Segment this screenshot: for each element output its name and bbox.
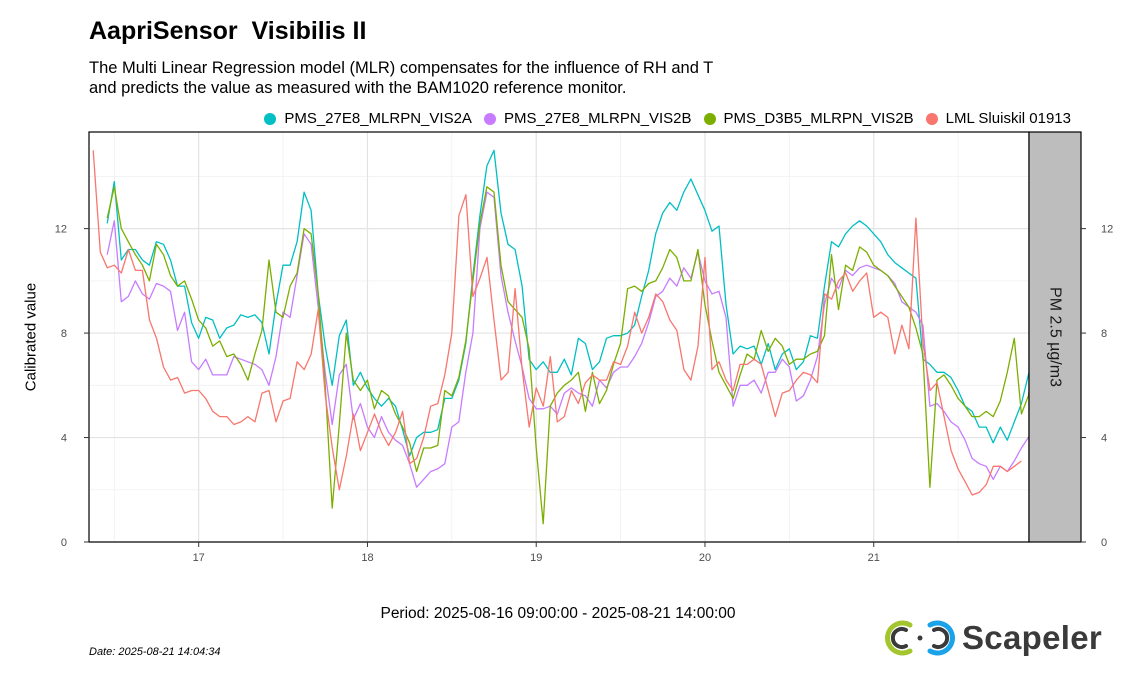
x-tick-label: 20: [699, 552, 711, 564]
chart-legend: PMS_27E8_MLRPN_VIS2A PMS_27E8_MLRPN_VIS2…: [252, 110, 1071, 127]
facet-strip-label: PM 2.5 µg/m3: [1047, 287, 1064, 387]
legend-label-d3b5: PMS_D3B5_MLRPN_VIS2B: [723, 110, 914, 127]
x-tick-label: 21: [868, 552, 880, 564]
series-line-pms-27e8-mlrpn-vis2b: [106, 191, 1064, 488]
series-layer: [92, 149, 1064, 525]
scapeler-logo-icon: [885, 620, 955, 656]
period-label: Period: 2025-08-16 09:00:00 - 2025-08-21…: [380, 605, 736, 622]
y-tick-label-left: 0: [61, 537, 67, 549]
y-tick-label-right: 0: [1101, 537, 1107, 549]
legend-item-lml: LML Sluiskil 01913: [925, 110, 1071, 127]
axes: 17 18 19 20 21 0 0 4 4 8 8 12 12: [55, 224, 1114, 564]
y-tick-label-right: 12: [1101, 224, 1113, 236]
legend-item-d3b5: PMS_D3B5_MLRPN_VIS2B: [703, 110, 914, 127]
x-tick-label: 17: [193, 552, 205, 564]
legend-label-vis2a: PMS_27E8_MLRPN_VIS2A: [284, 110, 472, 127]
legend-label-vis2b: PMS_27E8_MLRPN_VIS2B: [503, 110, 692, 127]
y-tick-label-left: 8: [61, 328, 67, 340]
series-line-lml-sluiskil-01913: [92, 150, 1022, 496]
y-tick-label-right: 8: [1101, 328, 1107, 340]
legend-item-vis2b: PMS_27E8_MLRPN_VIS2B: [483, 110, 692, 127]
legend-swatch-vis2b: [483, 112, 496, 125]
legend-swatch-vis2a: [264, 112, 277, 125]
y-tick-label-left: 4: [61, 433, 67, 445]
series-line-pms-27e8-mlrpn-vis2a: [106, 149, 1064, 457]
y-tick-label-right: 4: [1101, 433, 1107, 445]
x-tick-label: 18: [361, 552, 373, 564]
chart-subtitle-line-2: and predicts the value as measured with …: [89, 79, 627, 97]
legend-swatch-lml: [925, 112, 938, 125]
date-label: Date: 2025-08-21 14:04:34: [89, 646, 221, 658]
y-axis-label: Calibrated value: [22, 282, 40, 392]
plot-panel: [89, 132, 1029, 542]
x-tick-label: 19: [530, 552, 542, 564]
chart-title: AapriSensor Visibilis II: [89, 17, 367, 45]
facet-strip: [1028, 131, 1082, 543]
scapeler-logo: Scapeler: [884, 616, 1102, 660]
legend-label-lml: LML Sluiskil 01913: [945, 110, 1071, 127]
legend-swatch-d3b5: [703, 112, 716, 125]
scapeler-logo-text: Scapeler: [962, 619, 1102, 656]
chart-subtitle-line-1: The Multi Linear Regression model (MLR) …: [89, 59, 714, 77]
y-tick-label-left: 12: [55, 224, 67, 236]
legend-item-vis2a: PMS_27E8_MLRPN_VIS2A: [264, 110, 472, 127]
